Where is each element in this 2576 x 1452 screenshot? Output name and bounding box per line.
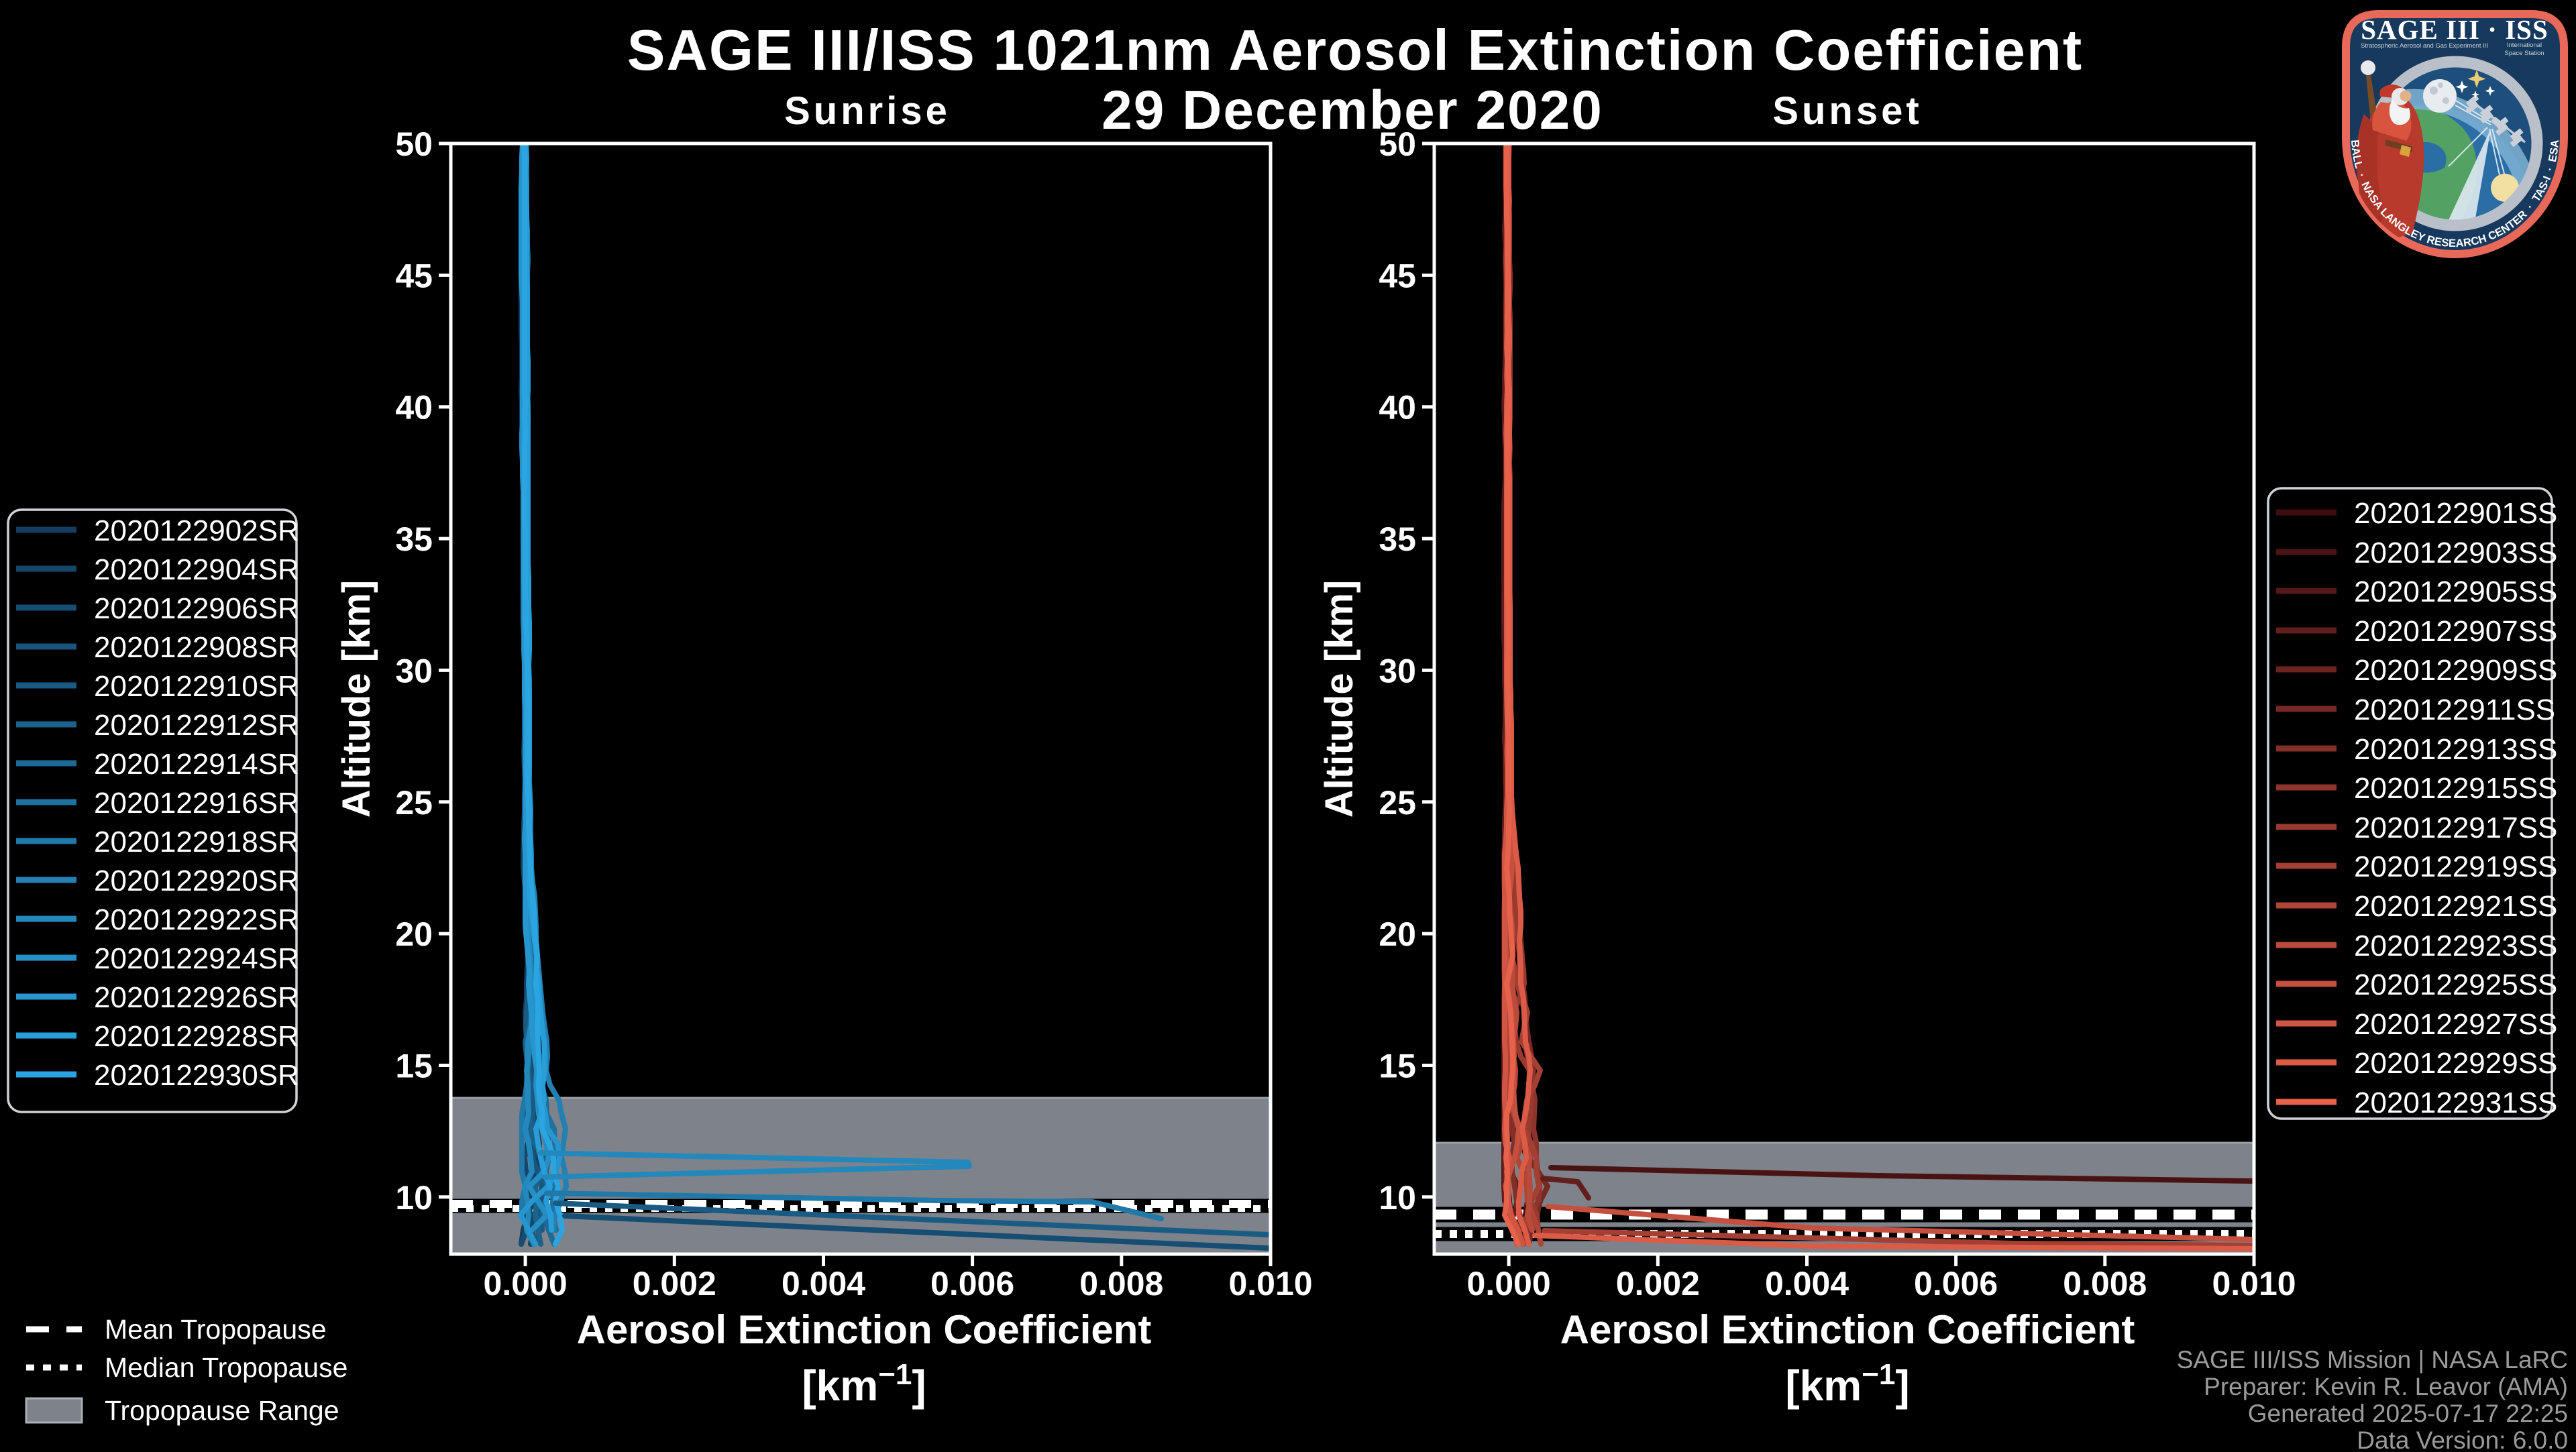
svg-text:0.004: 0.004 bbox=[782, 1265, 865, 1302]
svg-text:2020122924SR: 2020122924SR bbox=[94, 942, 299, 975]
svg-text:2020122929SS: 2020122929SS bbox=[2354, 1047, 2557, 1080]
svg-text:2020122913SS: 2020122913SS bbox=[2354, 733, 2557, 766]
svg-text:2020122905SS: 2020122905SS bbox=[2354, 575, 2557, 608]
svg-text:Sunrise: Sunrise bbox=[784, 89, 951, 133]
svg-text:SAGE III · ISS: SAGE III · ISS bbox=[2361, 14, 2548, 45]
svg-text:20: 20 bbox=[395, 915, 433, 953]
svg-text:Aerosol Extinction Coefficient: Aerosol Extinction Coefficient bbox=[577, 1307, 1152, 1352]
svg-text:0.002: 0.002 bbox=[1616, 1265, 1700, 1302]
svg-text:0.000: 0.000 bbox=[484, 1265, 568, 1302]
svg-text:SAGE III/ISS Mission | NASA La: SAGE III/ISS Mission | NASA LaRC bbox=[2177, 1346, 2568, 1374]
svg-text:SAGE III/ISS 1021nm Aerosol Ex: SAGE III/ISS 1021nm Aerosol Extinction C… bbox=[627, 19, 2083, 82]
svg-text:0.008: 0.008 bbox=[1079, 1265, 1163, 1302]
svg-text:40: 40 bbox=[1379, 389, 1416, 427]
svg-text:2020122922SR: 2020122922SR bbox=[94, 903, 299, 936]
svg-text:2020122931SS: 2020122931SS bbox=[2354, 1086, 2557, 1119]
svg-text:2020122920SR: 2020122920SR bbox=[94, 864, 299, 897]
svg-text:15: 15 bbox=[395, 1048, 433, 1085]
svg-text:30: 30 bbox=[395, 652, 433, 689]
svg-text:0.010: 0.010 bbox=[1228, 1265, 1312, 1302]
svg-text:Space Station: Space Station bbox=[2504, 50, 2544, 57]
svg-text:0.002: 0.002 bbox=[633, 1265, 716, 1302]
svg-text:30: 30 bbox=[1379, 652, 1416, 689]
svg-text:25: 25 bbox=[1379, 784, 1416, 822]
svg-text:2020122918SR: 2020122918SR bbox=[94, 826, 299, 858]
svg-text:Median Tropopause: Median Tropopause bbox=[105, 1352, 347, 1383]
svg-text:40: 40 bbox=[395, 389, 433, 427]
svg-text:20: 20 bbox=[1379, 915, 1416, 953]
svg-text:2020122921SS: 2020122921SS bbox=[2354, 890, 2557, 923]
svg-text:2020122901SS: 2020122901SS bbox=[2354, 497, 2557, 530]
svg-text:50: 50 bbox=[395, 125, 433, 163]
svg-text:2020122907SS: 2020122907SS bbox=[2354, 615, 2557, 648]
svg-text:Tropopause Range: Tropopause Range bbox=[105, 1395, 339, 1426]
svg-text:2020122910SR: 2020122910SR bbox=[94, 670, 299, 703]
svg-text:2020122923SS: 2020122923SS bbox=[2354, 930, 2557, 962]
svg-text:2020122902SR: 2020122902SR bbox=[94, 514, 299, 547]
svg-text:0.000: 0.000 bbox=[1467, 1265, 1551, 1302]
svg-text:Generated 2025-07-17 22:25: Generated 2025-07-17 22:25 bbox=[2248, 1400, 2568, 1427]
svg-text:2020122925SS: 2020122925SS bbox=[2354, 968, 2557, 1001]
svg-text:0.008: 0.008 bbox=[2063, 1265, 2147, 1302]
svg-text:International: International bbox=[2507, 42, 2542, 49]
svg-text:2020122904SR: 2020122904SR bbox=[94, 553, 299, 586]
svg-text:29 December 2020: 29 December 2020 bbox=[1102, 80, 1603, 141]
svg-text:50: 50 bbox=[1379, 125, 1416, 163]
svg-text:[km−1]: [km−1] bbox=[802, 1358, 926, 1410]
svg-text:45: 45 bbox=[395, 257, 433, 294]
svg-text:2020122912SR: 2020122912SR bbox=[94, 709, 299, 742]
svg-text:Mean Tropopause: Mean Tropopause bbox=[105, 1314, 327, 1345]
svg-text:0.010: 0.010 bbox=[2212, 1265, 2296, 1302]
svg-text:2020122926SR: 2020122926SR bbox=[94, 981, 299, 1014]
svg-text:2020122914SR: 2020122914SR bbox=[94, 748, 299, 781]
svg-text:Aerosol Extinction Coefficient: Aerosol Extinction Coefficient bbox=[1560, 1307, 2135, 1352]
svg-text:Stratospheric Aerosol and Gas: Stratospheric Aerosol and Gas Experiment… bbox=[2361, 42, 2488, 50]
svg-text:2020122911SS: 2020122911SS bbox=[2354, 693, 2555, 726]
svg-text:2020122908SR: 2020122908SR bbox=[94, 631, 299, 664]
svg-text:2020122915SS: 2020122915SS bbox=[2354, 772, 2557, 805]
svg-text:2020122919SS: 2020122919SS bbox=[2354, 850, 2557, 883]
svg-text:Altitude [km]: Altitude [km] bbox=[1318, 580, 1361, 818]
svg-text:45: 45 bbox=[1379, 257, 1416, 294]
svg-text:35: 35 bbox=[395, 520, 433, 558]
svg-text:10: 10 bbox=[1379, 1179, 1416, 1217]
svg-text:Data Version: 6.0.0: Data Version: 6.0.0 bbox=[2357, 1427, 2568, 1449]
svg-text:Altitude [km]: Altitude [km] bbox=[335, 580, 378, 818]
svg-text:2020122930SR: 2020122930SR bbox=[94, 1059, 299, 1092]
svg-text:2020122906SR: 2020122906SR bbox=[94, 592, 299, 625]
svg-text:0.006: 0.006 bbox=[1914, 1265, 1998, 1302]
svg-text:0.004: 0.004 bbox=[1765, 1265, 1849, 1302]
svg-text:Sunset: Sunset bbox=[1772, 89, 1922, 133]
svg-text:10: 10 bbox=[395, 1179, 433, 1217]
svg-text:Preparer: Kevin R. Leavor (AMA: Preparer: Kevin R. Leavor (AMA) bbox=[2204, 1373, 2568, 1400]
svg-text:25: 25 bbox=[395, 784, 433, 822]
svg-text:15: 15 bbox=[1379, 1048, 1416, 1085]
svg-text:2020122909SS: 2020122909SS bbox=[2354, 654, 2557, 687]
svg-text:0.006: 0.006 bbox=[930, 1265, 1014, 1302]
svg-text:2020122928SR: 2020122928SR bbox=[94, 1020, 299, 1053]
svg-text:2020122917SS: 2020122917SS bbox=[2354, 812, 2557, 844]
svg-text:2020122916SR: 2020122916SR bbox=[94, 787, 299, 820]
svg-text:2020122927SS: 2020122927SS bbox=[2354, 1008, 2557, 1041]
svg-text:2020122903SS: 2020122903SS bbox=[2354, 537, 2557, 569]
svg-text:35: 35 bbox=[1379, 520, 1416, 558]
